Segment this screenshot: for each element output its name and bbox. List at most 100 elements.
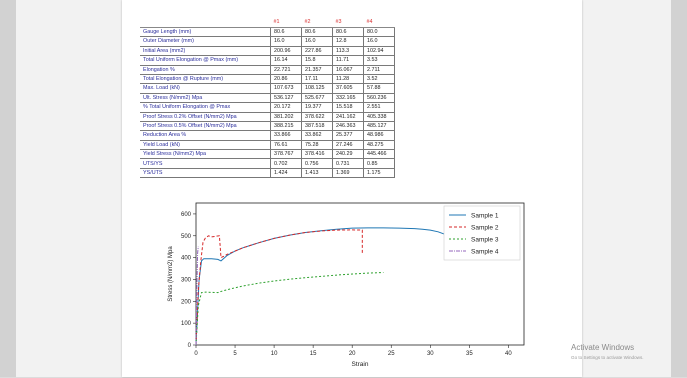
row-label: Ult. Stress (N/mm2) Mpa — [140, 93, 271, 104]
table-row: Yield Stress (N/mm2) Mpa 378.767 378.416 24… — [140, 149, 395, 160]
table-row: Outer Diameter (mm) 16.0 16.0 12.8 16.0 — [140, 36, 395, 47]
table-cell: 378.622 — [301, 112, 333, 122]
chart-svg: 0 5 10 15 20 25 30 35 400100200300400500600Strai… — [168, 202, 525, 368]
table-header-cell: #4 — [363, 18, 395, 28]
table-cell: 0.756 — [301, 158, 333, 169]
table-row: Total Uniform Elongation @ Pmax (mm) 16.1… — [140, 55, 395, 66]
table-cell: 2.711 — [363, 65, 395, 75]
series-line-4 — [195, 246, 199, 346]
x-tick-label: 25 — [388, 351, 395, 357]
legend-label: Sample 3 — [471, 237, 499, 244]
table-cell: 75.28 — [301, 140, 333, 151]
row-label: Gauge Length (mm) — [140, 27, 271, 38]
table-cell: 485.127 — [363, 121, 395, 132]
table-row: Initial Area (mm2) 200.96 227.86 113.3 102.9… — [140, 46, 395, 57]
table-cell: 1.424 — [270, 168, 302, 179]
table-cell: 0.731 — [332, 158, 364, 169]
table-cell: 33.862 — [301, 130, 333, 141]
table-row: Gauge Length (mm) 80.6 80.6 80.6 80.0 — [140, 27, 395, 38]
table-cell: 241.162 — [332, 112, 364, 122]
watermark-title: Activate Windows — [571, 343, 635, 352]
table-cell: 378.767 — [270, 149, 302, 160]
table-row: Ult. Stress (N/mm2) Mpa 536.127 525.677 332… — [140, 93, 395, 104]
properties-table: #1 #2 #3 #4 Gauge Length (mm) 80.6 80.6 80.… — [140, 18, 395, 179]
table-cell: 22.721 — [270, 65, 302, 75]
row-label: Outer Diameter (mm) — [140, 36, 271, 47]
table-row: Yield Load (kN) 76.61 75.28 27.246 48.275 — [140, 140, 395, 151]
table-cell: 19.377 — [301, 102, 333, 113]
y-tick-label: 400 — [181, 256, 192, 262]
table-cell: 332.165 — [332, 93, 364, 104]
table-cell: 1.369 — [332, 168, 364, 179]
table-cell: 388.215 — [270, 121, 302, 132]
series-line-3 — [195, 272, 384, 346]
stress-strain-chart: 0 5 10 15 20 25 30 35 40 0 100 200 300 400 500 600 Strai… — [152, 193, 532, 378]
y-tick-label: 300 — [181, 277, 192, 283]
table-cell: 1.413 — [301, 168, 333, 179]
row-label: Total Elongation @ Rupture (mm) — [140, 74, 271, 85]
x-tick-label: 35 — [466, 351, 473, 357]
x-tick-label: 40 — [505, 351, 512, 357]
table-row: YS/UTS 1.424 1.413 1.369 1.175 — [140, 168, 395, 179]
table-cell: 80.6 — [301, 27, 333, 38]
row-label: Reduction Area % — [140, 130, 271, 141]
legend-label: Sample 2 — [471, 225, 499, 232]
x-tick-label: 20 — [349, 351, 356, 357]
table-cell: 200.96 — [270, 46, 302, 57]
viewer-left-margin — [16, 0, 122, 377]
y-tick-label: 200 — [181, 299, 192, 305]
table-header-label — [140, 18, 271, 28]
table-cell: 27.246 — [332, 140, 364, 151]
table-cell: 25.377 — [332, 130, 364, 141]
table-cell: 445.466 — [363, 149, 395, 160]
legend-label: Sample 4 — [471, 249, 499, 256]
row-label: YS/UTS — [140, 168, 271, 179]
table-cell: 17.11 — [301, 74, 333, 85]
table-cell: 525.677 — [301, 93, 333, 104]
table-row: % Total Uniform Elongation @ Pmax 20.172 1… — [140, 102, 395, 113]
table-cell: 16.0 — [363, 36, 395, 47]
table-cell: 102.94 — [363, 46, 395, 57]
table-row: Proof Stress 0.5% Offset (N/mm2) Mpa 388.… — [140, 121, 395, 132]
table-header-cell: #2 — [301, 18, 333, 28]
y-tick-label: 100 — [181, 321, 192, 327]
table-cell: 246.363 — [332, 121, 364, 132]
table-cell: 80.0 — [363, 27, 395, 38]
table-cell: 227.86 — [301, 46, 333, 57]
table-cell: 11.71 — [332, 55, 364, 66]
row-label: Elongation % — [140, 65, 271, 75]
table-cell: 113.3 — [332, 46, 364, 57]
viewer-left-rail — [0, 0, 16, 377]
row-label: Yield Stress (N/mm2) Mpa — [140, 149, 271, 160]
row-label: UTS/YS — [140, 158, 271, 169]
legend-label: Sample 1 — [471, 213, 499, 220]
row-label: Proof Stress 0.5% Offset (N/mm2) Mpa — [140, 121, 271, 132]
table-cell: 381.202 — [270, 112, 302, 122]
y-tick-label: 600 — [181, 212, 192, 218]
table-row: Max. Load (kN) 107.673 108.125 37.605 57.88 — [140, 83, 395, 94]
row-label: % Total Uniform Elongation @ Pmax — [140, 102, 271, 113]
x-tick-label: 15 — [310, 351, 317, 357]
table-header-cell: #1 — [270, 18, 302, 28]
table-cell: 21.357 — [301, 65, 333, 75]
table-cell: 536.127 — [270, 93, 302, 104]
table-row: UTS/YS 0.702 0.756 0.731 0.85 — [140, 158, 395, 169]
row-label: Initial Area (mm2) — [140, 46, 271, 57]
watermark-subtitle: Go to Settings to activate Windows. — [571, 355, 644, 360]
x-tick-label: 0 — [194, 351, 198, 357]
table-cell: 3.52 — [363, 74, 395, 85]
activation-watermark: Activate Windows Go to Settings to activ… — [571, 343, 644, 363]
table-cell: 80.6 — [270, 27, 302, 38]
table-cell: 560.236 — [363, 93, 395, 104]
table-cell: 405.338 — [363, 112, 395, 122]
table-cell: 33.866 — [270, 130, 302, 141]
viewer-right-rail — [671, 0, 687, 377]
table-cell: 240.29 — [332, 149, 364, 160]
x-axis-label: Strain — [352, 361, 369, 368]
table-cell: 16.0 — [301, 36, 333, 47]
table-cell: 15.8 — [301, 55, 333, 66]
table-cell: 37.605 — [332, 83, 364, 94]
table-header-cell: #3 — [332, 18, 364, 28]
table-cell: 12.8 — [332, 36, 364, 47]
table-cell: 2.551 — [363, 102, 395, 113]
